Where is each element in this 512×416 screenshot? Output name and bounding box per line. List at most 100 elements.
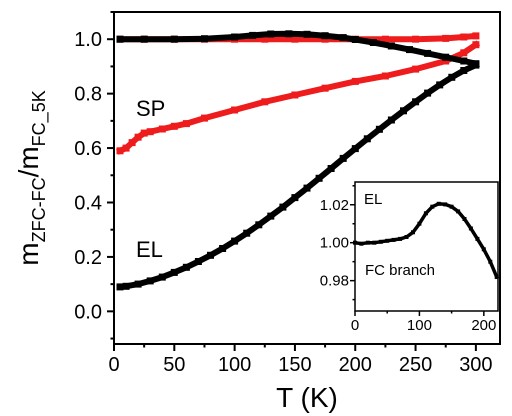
- main-data-point-sp: [146, 128, 154, 136]
- main-data-point-sp: [291, 91, 299, 99]
- main-data-point-el: [231, 237, 239, 245]
- main-data-point-el: [267, 212, 275, 220]
- inset-data-point-el: [456, 209, 461, 214]
- main-x-tick-label: 300: [459, 354, 492, 376]
- inset-annotation-el: EL: [364, 191, 382, 208]
- main-data-point-el: [116, 35, 124, 43]
- inset-data-point-el: [481, 247, 486, 252]
- inset-y-tick-labels: 0.98 1.00 1.02: [320, 197, 349, 290]
- main-data-point-el: [400, 107, 407, 115]
- main-data-point-el: [279, 203, 287, 211]
- main-data-point-el: [146, 277, 154, 285]
- main-data-point-sp: [291, 35, 299, 43]
- main-data-point-sp: [122, 144, 130, 152]
- main-data-point-el: [231, 33, 239, 41]
- main-data-point-sp: [201, 114, 208, 122]
- main-data-point-el: [243, 229, 251, 237]
- main-data-point-el: [134, 280, 142, 288]
- main-data-point-sp: [170, 122, 178, 130]
- inset-data-point-el: [443, 202, 448, 207]
- main-data-point-el: [387, 42, 395, 50]
- main-data-point-sp: [261, 35, 269, 43]
- main-data-point-el: [424, 49, 432, 57]
- main-x-tick-label: 250: [399, 354, 432, 376]
- inset-y-tick-label: 1.02: [320, 197, 349, 214]
- main-data-point-el: [436, 81, 444, 89]
- main-data-point-sp: [460, 49, 468, 57]
- main-data-point-el: [369, 39, 377, 46]
- x-axis-label: T (K): [276, 382, 338, 413]
- inset-x-tick-label: 200: [471, 317, 496, 334]
- inset-axis-ticks: [350, 185, 485, 316]
- inset-annotation-fc-branch: FC branch: [365, 262, 435, 279]
- main-x-tick-label: 200: [339, 354, 372, 376]
- inset-data-point-el: [430, 204, 435, 209]
- main-data-point-el: [158, 273, 166, 281]
- main-data-point-el: [303, 184, 311, 192]
- main-data-point-sp: [460, 33, 468, 41]
- inset-data-point-el: [359, 241, 364, 246]
- main-data-point-el: [406, 46, 413, 54]
- main-y-tick-label: 0.4: [74, 192, 102, 214]
- main-data-point-el: [327, 165, 335, 172]
- inset-data-point-el: [391, 237, 396, 242]
- inset-data-point-el: [423, 211, 428, 216]
- inset-data-point-el: [468, 226, 473, 231]
- main-data-point-el: [448, 73, 456, 81]
- main-data-point-sp: [381, 35, 389, 43]
- main-x-tick-label: 150: [278, 354, 311, 376]
- y-axis-label-m: m: [13, 242, 44, 265]
- main-data-point-el: [412, 98, 420, 106]
- main-data-point-sp: [321, 84, 329, 92]
- inset-x-tick-labels: 0 100 200: [351, 317, 497, 334]
- main-data-point-sp: [116, 147, 124, 155]
- inset-data-point-el: [353, 240, 357, 245]
- main-data-point-el: [207, 251, 214, 259]
- main-data-point-sp: [182, 120, 190, 128]
- main-y-tick-label: 0.0: [74, 301, 102, 323]
- inset-y-tick-label: 0.98: [320, 273, 349, 290]
- main-data-point-sp: [442, 57, 450, 65]
- main-data-point-sp: [472, 41, 480, 49]
- main-data-point-el: [424, 89, 432, 97]
- main-data-point-sp: [158, 125, 166, 133]
- y-axis-label-sub2: FC_5K: [29, 90, 50, 146]
- main-data-point-sp: [381, 72, 389, 80]
- inset-data-point-el: [417, 221, 422, 226]
- main-data-point-el: [339, 34, 347, 42]
- inset-y-tick-label: 1.00: [320, 235, 349, 252]
- inset-data-point-el: [404, 235, 409, 239]
- main-data-point-sp: [412, 65, 420, 73]
- main-data-point-el: [321, 32, 329, 40]
- main-data-point-sp: [140, 129, 148, 137]
- inset-data-point-el: [372, 240, 377, 245]
- main-axis-ticks: [107, 11, 477, 351]
- annotation-el: EL: [136, 237, 163, 262]
- main-data-point-el: [442, 53, 450, 61]
- inset-data-point-el: [411, 230, 415, 235]
- main-data-point-sp: [351, 77, 359, 85]
- inset-data-point-el: [475, 236, 480, 241]
- main-x-tick-label: 0: [108, 354, 119, 376]
- main-data-point-sp: [412, 35, 420, 43]
- main-data-point-el: [387, 116, 395, 124]
- main-data-point-el: [339, 154, 347, 162]
- inset-data-point-el: [398, 236, 403, 241]
- inset-data-point-el: [365, 240, 370, 245]
- main-data-point-el: [291, 194, 299, 202]
- inset-data-point-el: [488, 259, 493, 264]
- main-data-point-sp: [231, 106, 239, 114]
- main-data-point-el: [285, 30, 293, 38]
- main-data-point-sp: [128, 139, 136, 147]
- inset-data-point-el: [436, 201, 441, 206]
- main-data-point-el: [140, 35, 148, 43]
- inset-data-point-el: [462, 217, 467, 221]
- main-y-tick-label: 0.2: [74, 247, 102, 269]
- main-data-point-sp: [442, 34, 450, 42]
- main-data-point-el: [170, 268, 178, 276]
- inset-x-tick-label: 100: [407, 317, 432, 334]
- main-data-point-el: [303, 30, 311, 38]
- main-data-point-el: [375, 125, 383, 133]
- main-data-point-el: [219, 245, 227, 252]
